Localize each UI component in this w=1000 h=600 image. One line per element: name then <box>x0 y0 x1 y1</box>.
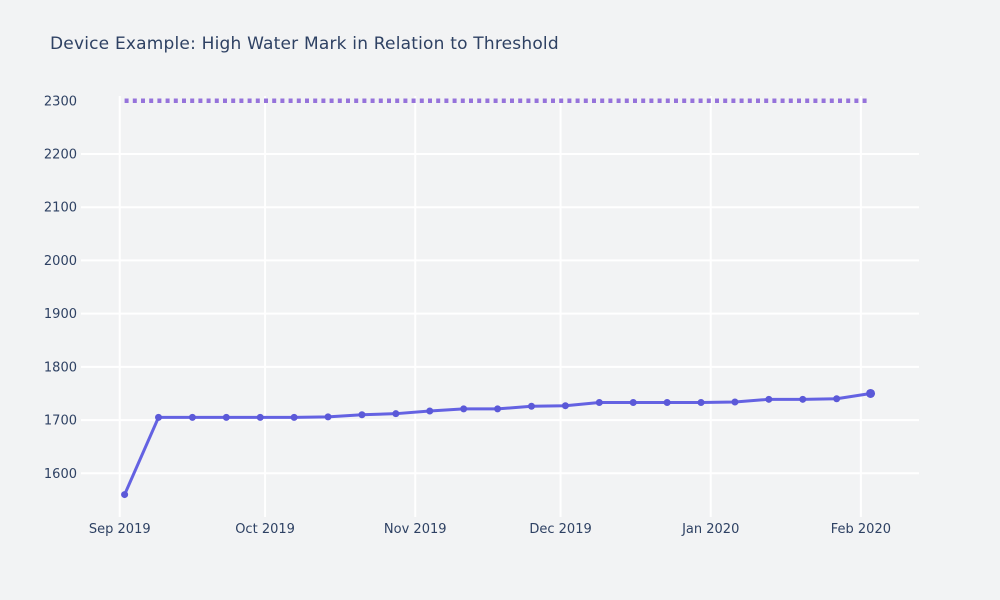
y-tick-label: 2300 <box>44 94 77 109</box>
data-point-marker <box>155 413 163 421</box>
data-point-marker <box>358 411 366 419</box>
data-point-marker <box>697 399 705 407</box>
data-point-marker <box>222 413 230 421</box>
x-tick-label: Feb 2020 <box>831 522 891 537</box>
x-tick-label: Dec 2019 <box>529 522 591 537</box>
x-tick-label: Jan 2020 <box>681 522 739 537</box>
y-tick-label: 1800 <box>44 360 77 375</box>
data-point-marker <box>290 413 298 421</box>
data-point-marker <box>256 413 264 421</box>
y-tick-label: 2100 <box>44 201 77 216</box>
data-point-marker <box>527 402 535 410</box>
data-point-marker <box>765 395 773 403</box>
data-point-marker <box>426 407 434 415</box>
x-tick-label: Oct 2019 <box>235 522 295 537</box>
data-point-marker <box>629 399 637 407</box>
data-point-marker <box>494 405 502 413</box>
chart-title: Device Example: High Water Mark in Relat… <box>50 34 559 54</box>
y-tick-label: 2000 <box>44 254 77 269</box>
data-point-marker <box>799 395 807 403</box>
y-tick-label: 1700 <box>44 414 77 429</box>
x-tick-label: Sep 2019 <box>89 522 151 537</box>
data-point-marker <box>833 395 841 403</box>
y-tick-label: 2200 <box>44 148 77 163</box>
data-point-marker <box>595 399 603 407</box>
data-point-marker <box>731 398 739 406</box>
data-point-marker <box>121 491 129 499</box>
x-tick-label: Nov 2019 <box>384 522 447 537</box>
y-tick-label: 1600 <box>44 467 77 482</box>
data-point-marker <box>324 413 332 421</box>
data-point-marker <box>866 388 876 398</box>
data-point-marker <box>663 399 671 407</box>
y-tick-label: 1900 <box>44 307 77 322</box>
data-point-marker <box>392 410 400 418</box>
data-point-marker <box>460 405 468 413</box>
data-point-marker <box>561 402 569 410</box>
data-point-marker <box>188 413 196 421</box>
